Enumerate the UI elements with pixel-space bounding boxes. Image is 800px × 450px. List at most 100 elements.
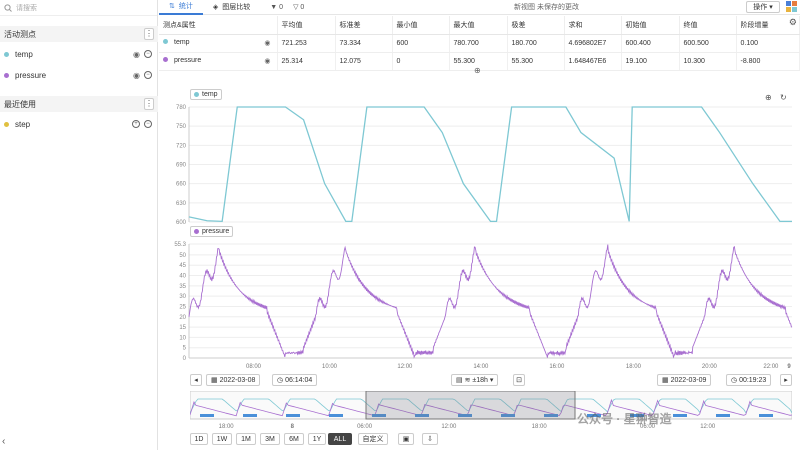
- next-button[interactable]: ▸: [780, 374, 792, 386]
- start-time-field[interactable]: ◷ 06:14:04: [272, 374, 317, 386]
- y-tick-label: 5: [183, 346, 187, 352]
- tab-stats[interactable]: ⇅ 统计: [159, 0, 203, 15]
- y-tick-label: 690: [176, 163, 187, 169]
- sidebar-item-temp[interactable]: temp ◉ −: [0, 46, 158, 62]
- series-color-dot: [194, 92, 199, 97]
- sidebar-item-pressure[interactable]: pressure ◉ −: [0, 67, 158, 83]
- table-row[interactable]: temp ◉ 721.253 73.334 600 780.700 180.700…: [159, 34, 800, 52]
- search-input[interactable]: 请搜索: [16, 3, 37, 13]
- add-icon[interactable]: +: [132, 120, 140, 128]
- y-tick-label: 25: [179, 304, 186, 310]
- range-all[interactable]: ALL: [328, 433, 352, 445]
- y-tick-label: 50: [179, 253, 186, 259]
- series-color-dot: [194, 229, 199, 234]
- temp-legend[interactable]: temp: [190, 89, 222, 100]
- eye-icon[interactable]: ◉: [133, 71, 140, 80]
- operations-dropdown[interactable]: 操作 ▾: [746, 1, 780, 13]
- pressure-legend[interactable]: pressure: [190, 226, 233, 237]
- range-6m[interactable]: 6M: [284, 433, 304, 445]
- sliders-icon: ⇅: [169, 2, 175, 10]
- table-cell: 600: [392, 34, 449, 52]
- range-3m[interactable]: 3M: [260, 433, 280, 445]
- legend-label: pressure: [202, 228, 229, 235]
- row-name-cell: temp ◉: [159, 34, 277, 52]
- navigator-tick-label: 8: [291, 424, 295, 429]
- eye-icon[interactable]: ◉: [264, 39, 270, 47]
- add-column-icon[interactable]: ⊕: [474, 66, 481, 75]
- col-header: 平均值: [277, 16, 335, 34]
- col-header: 标准差: [335, 16, 392, 34]
- row-name-cell: pressure ◉: [159, 52, 277, 70]
- table-cell: 721.253: [277, 34, 335, 52]
- zoom-range-field[interactable]: ▤ ≋ ±18h ▾: [451, 374, 498, 386]
- zoom-value: ±18h: [472, 377, 488, 384]
- col-header: 测点&属性: [159, 16, 277, 34]
- filter-toggle-1[interactable]: ▼ 0: [270, 4, 283, 11]
- y-tick-label: 10: [179, 335, 186, 341]
- start-date-field[interactable]: ▦ 2022-03-08: [206, 374, 260, 386]
- eye-icon[interactable]: ◉: [133, 50, 140, 59]
- navigator-marker: [286, 414, 300, 417]
- pressure-series-line: [189, 245, 792, 358]
- active-section-header: 活动测点 ⋮: [0, 26, 158, 42]
- col-header: 最小值: [392, 16, 449, 34]
- lock-icon[interactable]: ⊡: [513, 374, 525, 386]
- kebab-menu-icon[interactable]: ⋮: [144, 98, 154, 110]
- search-icon: [4, 4, 12, 12]
- collapse-chevron-icon[interactable]: ‹: [2, 436, 5, 447]
- y-tick-label: 750: [176, 124, 187, 130]
- kebab-menu-icon[interactable]: ⋮: [144, 28, 154, 40]
- y-tick-label: 35: [179, 284, 186, 290]
- table-cell: 10.300: [679, 52, 736, 70]
- tab-compare-label: 图层比较: [222, 2, 250, 12]
- navigator-overview[interactable]: 18:00 8 06:00 12:00 18:00 06:00 12:00: [190, 391, 792, 429]
- remove-icon[interactable]: −: [144, 71, 152, 79]
- range-custom[interactable]: 自定义: [358, 433, 388, 445]
- pressure-chart[interactable]: 55.35045403530252015105008:00 10:00 12:00 1…: [159, 240, 800, 372]
- end-date-field[interactable]: ▦ 2022-03-09: [657, 374, 711, 386]
- sidebar-item-label: temp: [15, 50, 33, 59]
- range-1d[interactable]: 1D: [190, 433, 208, 445]
- series-color-dot: [163, 39, 168, 44]
- navigator-marker: [329, 414, 343, 417]
- table-cell: 0.100: [736, 34, 800, 52]
- top-toolbar: ⇅ 统计 ◈ 图层比较 ▼ 0 ▽ 0 新视图 未保存的更改 操作 ▾: [159, 0, 800, 15]
- range-1y[interactable]: 1Y: [308, 433, 326, 445]
- y-tick-label: 720: [176, 143, 187, 149]
- layers-icon: ◈: [213, 3, 218, 11]
- filter-icon: ▼: [270, 4, 277, 11]
- sidebar-item-step[interactable]: step + −: [0, 116, 158, 132]
- sidebar: 请搜索 活动测点 ⋮ temp ◉ − pressure ◉ − 最近使用 ⋮: [0, 0, 158, 450]
- filter-count: 0: [279, 4, 283, 11]
- col-header: 阶段增量: [736, 16, 800, 34]
- y-tick-label: 630: [176, 201, 187, 207]
- table-cell: 73.334: [335, 34, 392, 52]
- x-tick-label: 20:00: [702, 364, 718, 370]
- table-cell: 19.100: [621, 52, 679, 70]
- operations-label: 操作: [753, 2, 767, 12]
- remove-icon[interactable]: −: [144, 50, 152, 58]
- filter-toggle-2[interactable]: ▽ 0: [293, 3, 304, 11]
- prev-button[interactable]: ◂: [190, 374, 202, 386]
- eye-icon[interactable]: ◉: [264, 57, 270, 65]
- y-tick-label: 45: [179, 263, 186, 269]
- recent-section-title: 最近使用: [4, 99, 36, 110]
- x-tick-label: 08:00: [246, 364, 262, 370]
- col-header: 初始值: [621, 16, 679, 34]
- temp-chart[interactable]: 780 750 720 690 660 630 600: [159, 100, 800, 228]
- search-box[interactable]: 请搜索: [0, 0, 157, 16]
- remove-icon[interactable]: −: [144, 120, 152, 128]
- stack-icon: ≋: [465, 376, 471, 384]
- app-logo-icon: [786, 1, 798, 13]
- y-tick-label: 55.3: [174, 242, 186, 248]
- end-time-field[interactable]: ◷ 00:19:23: [726, 374, 771, 386]
- navigator-tick-label: 12:00: [441, 424, 457, 429]
- legend-label: temp: [202, 91, 218, 98]
- table-cell: 1.648467E6: [564, 52, 621, 70]
- tab-compare[interactable]: ◈ 图层比较: [203, 0, 260, 15]
- download-icon[interactable]: ⇩: [422, 433, 438, 445]
- range-1w[interactable]: 1W: [212, 433, 232, 445]
- navigator-marker: [759, 414, 773, 417]
- image-export-icon[interactable]: ▣: [398, 433, 414, 445]
- range-1m[interactable]: 1M: [236, 433, 256, 445]
